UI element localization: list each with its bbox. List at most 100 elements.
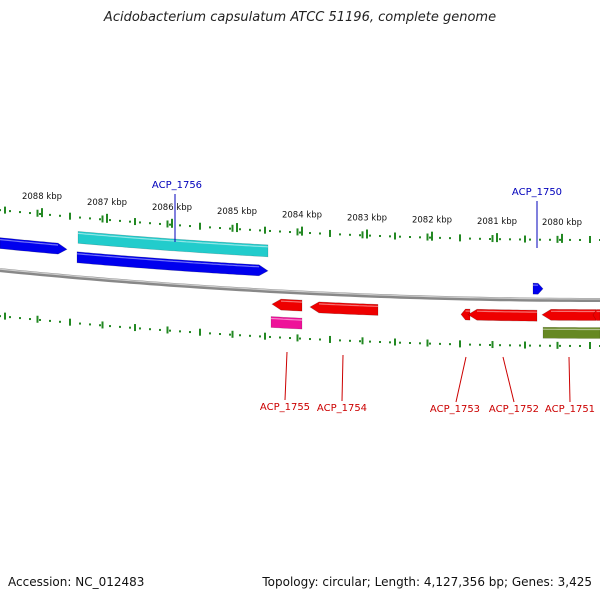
- genome-summary-text: Topology: circular; Length: 4,127,356 bp…: [262, 575, 592, 589]
- tick-layer: 2088 kbp 2087 kbp 2086 kbp 2085 kbp 2084 kbp…: [0, 192, 600, 349]
- mid-tick-lower: [296, 334, 299, 342]
- gene-arrow-edge: [592, 309, 600, 321]
- leader-line-acp-1755: [284, 351, 288, 401]
- minor-tick-upper: [29, 212, 31, 215]
- gene-arrow-acp-1750: [532, 282, 544, 295]
- mid-tick-lower: [556, 341, 559, 349]
- minor-tick-lower: [549, 344, 551, 347]
- major-tick: [41, 208, 43, 218]
- minor-tick-upper: [519, 238, 521, 241]
- minor-tick-upper: [119, 219, 121, 222]
- mid-tick-upper: [166, 220, 169, 228]
- minor-tick-lower: [89, 323, 91, 326]
- minor-tick-upper: [169, 223, 171, 226]
- minor-tick-upper: [249, 228, 251, 231]
- mid-tick-lower: [166, 326, 169, 334]
- mid-tick-lower: [199, 328, 201, 336]
- minor-tick-lower: [579, 344, 581, 347]
- minor-tick-upper: [439, 236, 441, 239]
- minor-tick-lower: [159, 328, 161, 331]
- mid-tick-upper: [134, 218, 136, 226]
- mid-tick-lower: [101, 321, 104, 329]
- minor-tick-lower: [399, 341, 401, 344]
- minor-tick-lower: [279, 336, 281, 339]
- minor-tick-upper: [49, 213, 51, 216]
- minor-tick-upper: [539, 238, 541, 241]
- minor-tick-upper: [179, 224, 181, 227]
- minor-tick-upper: [449, 237, 451, 240]
- gene-arrow-acp-1755-shine: [280, 300, 302, 303]
- mid-tick-upper: [231, 224, 234, 232]
- minor-tick-upper: [289, 231, 291, 234]
- minor-tick-upper: [569, 238, 571, 241]
- minor-tick-upper: [309, 232, 311, 235]
- gene-arrow-acp-1755: [271, 298, 303, 312]
- minor-tick-upper: [529, 238, 531, 241]
- mid-tick-lower: [361, 337, 364, 345]
- minor-tick-upper: [509, 238, 511, 241]
- map-title: Acidobacterium capsulatum ATCC 51196, co…: [103, 10, 497, 25]
- minor-tick-upper: [479, 237, 481, 240]
- minor-tick-lower: [209, 332, 211, 335]
- minor-tick-upper: [469, 237, 471, 240]
- mid-tick-upper: [589, 235, 591, 243]
- minor-tick-lower: [509, 344, 511, 347]
- minor-tick-lower: [409, 342, 411, 345]
- minor-tick-upper: [79, 216, 81, 219]
- minor-tick-lower: [99, 324, 101, 327]
- minor-tick-lower: [129, 326, 131, 329]
- minor-tick-lower: [569, 344, 571, 347]
- minor-tick-upper: [39, 212, 41, 215]
- minor-tick-lower: [419, 342, 421, 345]
- major-tick: [496, 233, 498, 243]
- minor-tick-lower: [439, 342, 441, 345]
- gene-arrow-acp-1752-shine: [476, 310, 538, 313]
- minor-tick-upper: [579, 238, 581, 241]
- minor-tick-upper: [549, 238, 551, 241]
- minor-tick-upper: [359, 234, 361, 237]
- minor-tick-upper: [229, 227, 231, 230]
- minor-tick-lower: [189, 331, 191, 334]
- minor-tick-lower: [499, 344, 501, 347]
- minor-tick-lower: [479, 343, 481, 346]
- mid-tick-upper: [361, 231, 364, 239]
- minor-tick-lower: [179, 330, 181, 333]
- minor-tick-lower: [369, 340, 371, 343]
- major-tick: [106, 213, 108, 223]
- tick-label: 2084 kbp: [282, 211, 322, 221]
- minor-tick-lower: [0, 315, 1, 318]
- mid-tick-upper: [426, 233, 429, 241]
- minor-tick-lower: [299, 337, 301, 340]
- minor-tick-upper: [299, 231, 301, 234]
- mid-tick-lower: [36, 315, 39, 323]
- minor-tick-upper: [129, 220, 131, 223]
- minor-tick-lower: [519, 344, 521, 347]
- mid-tick-upper: [394, 232, 396, 240]
- minor-tick-lower: [449, 343, 451, 346]
- minor-tick-lower: [559, 344, 561, 347]
- minor-tick-lower: [529, 344, 531, 347]
- minor-tick-upper: [489, 237, 491, 240]
- minor-tick-upper: [89, 217, 91, 220]
- minor-tick-lower: [389, 341, 391, 344]
- minor-tick-upper: [349, 233, 351, 236]
- leader-line-acp-1754: [341, 354, 344, 402]
- gene-label-acp-1751: ACP_1751: [545, 404, 595, 415]
- tick-label: 2088 kbp: [22, 192, 62, 202]
- leader-line-acp-1751: [568, 356, 571, 403]
- minor-tick-lower: [259, 335, 261, 338]
- minor-tick-upper: [59, 214, 61, 217]
- minor-tick-upper: [189, 225, 191, 228]
- minor-tick-lower: [39, 318, 41, 321]
- mid-tick-upper: [69, 212, 71, 220]
- mid-tick-lower: [589, 341, 591, 349]
- minor-tick-upper: [429, 236, 431, 239]
- minor-tick-upper: [159, 222, 161, 225]
- mid-tick-upper: [459, 234, 461, 242]
- mid-tick-lower: [491, 341, 494, 349]
- minor-tick-upper: [99, 218, 101, 221]
- minor-tick-lower: [429, 342, 431, 345]
- minor-tick-lower: [269, 335, 271, 338]
- tick-label: 2083 kbp: [347, 213, 387, 223]
- minor-tick-upper: [139, 221, 141, 224]
